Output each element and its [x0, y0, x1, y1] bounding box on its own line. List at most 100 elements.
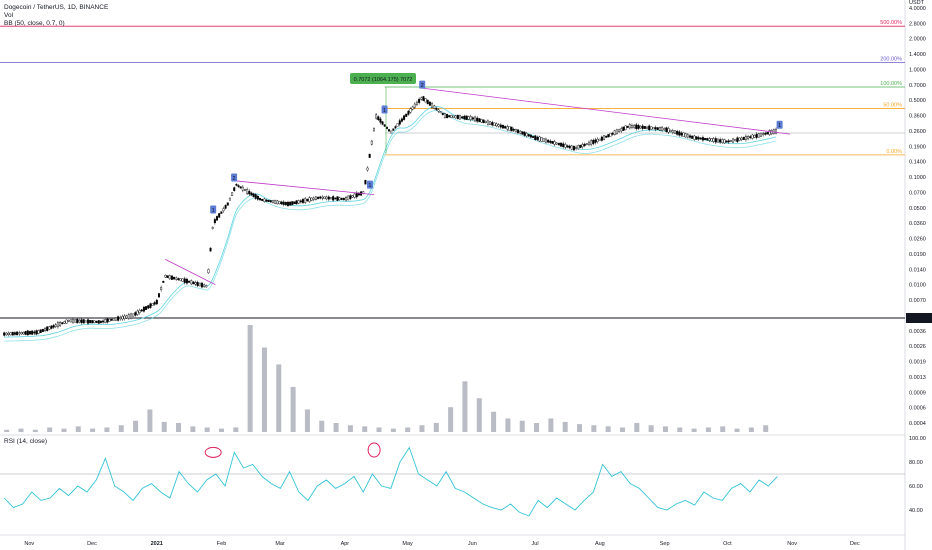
candle-body [370, 140, 373, 145]
candle-body [428, 101, 431, 106]
candle-body [598, 138, 601, 141]
candle-body [583, 143, 586, 146]
candle-body [474, 116, 477, 122]
candle-body [478, 118, 481, 123]
candle-body [437, 109, 440, 112]
candle-body [188, 280, 191, 283]
candle-body [407, 111, 410, 115]
volume-bar [677, 427, 683, 432]
candle-body [349, 195, 352, 199]
candle-body [458, 114, 461, 120]
candle-body [622, 126, 625, 131]
candle-body [7, 332, 10, 335]
candle-body [723, 139, 726, 144]
fib-level-label: 0.00% [886, 149, 902, 155]
candle-body [35, 330, 38, 335]
candle-body [555, 142, 558, 145]
candle-body [712, 138, 715, 142]
candle-body [24, 331, 27, 335]
candle-body [222, 208, 225, 212]
candle-body [93, 320, 96, 323]
volume-bar [763, 425, 769, 432]
candle-body [209, 247, 212, 252]
price-axis-tick: 0.0700 [909, 190, 926, 196]
candle-body [448, 115, 451, 118]
candle-body [26, 330, 29, 336]
candle-body [637, 125, 640, 129]
candle-body [190, 280, 193, 285]
candle-body [151, 303, 154, 306]
candle-body [553, 141, 556, 145]
candle-body [549, 140, 552, 143]
candle-body [166, 275, 169, 278]
trendline [236, 180, 375, 196]
candle-body [192, 281, 195, 285]
candle-body [295, 200, 298, 205]
candle-body [542, 138, 545, 142]
candle-body [471, 117, 474, 120]
candle-body [357, 193, 360, 196]
candle-body [31, 330, 34, 335]
candle-body [74, 319, 77, 323]
time-axis-tick: Feb [217, 541, 226, 547]
candle-body [259, 197, 262, 201]
candle-body [562, 143, 565, 148]
time-axis-tick: Oct [723, 541, 732, 547]
candle-body [420, 97, 423, 100]
candle-body [521, 131, 524, 135]
candle-body [564, 144, 567, 148]
candle-body [736, 137, 739, 142]
candle-body [716, 138, 719, 143]
candle-body [299, 200, 302, 203]
candle-body [469, 116, 472, 121]
candle-body [278, 201, 281, 205]
candle-body [590, 140, 593, 145]
volume-bar [405, 427, 411, 432]
candle-body [697, 137, 700, 140]
candle-body [740, 137, 743, 140]
candle-body [626, 125, 629, 128]
price-axis-tick: 0.0019 [909, 360, 926, 366]
candle-body [87, 319, 90, 324]
candle-body [44, 328, 47, 332]
wave-label-text: 1 [368, 183, 371, 189]
price-axis-currency: USDT [909, 0, 925, 6]
candle-body [228, 197, 231, 201]
candle-body [392, 128, 395, 131]
candle-body [138, 310, 141, 314]
candle-body [512, 128, 515, 131]
candle-body [527, 134, 530, 137]
candle-body [61, 322, 64, 325]
volume-bar [218, 428, 225, 432]
candle-body [596, 138, 599, 142]
price-axis-tick: 0.0006 [909, 406, 926, 412]
candle-body [682, 132, 685, 137]
candle-body [205, 285, 208, 288]
candle-body [121, 316, 124, 320]
candle-body [443, 113, 446, 118]
volume-bar [190, 426, 196, 432]
candle-body [501, 124, 504, 129]
candle-body [117, 316, 120, 321]
candle-body [557, 142, 560, 146]
candle-body [134, 312, 137, 316]
price-axis-tick: 0.0260 [909, 237, 926, 243]
rsi-legend: RSI (14, close) [4, 438, 47, 445]
candle-body [106, 318, 109, 323]
candle-body [695, 136, 698, 140]
symbol-legend: Dogecoin / TetherUS, 1D, BINANCE [4, 4, 109, 11]
time-axis-tick: 2021 [151, 541, 163, 547]
candle-body [366, 167, 369, 171]
candle-body [495, 123, 498, 127]
price-axis-tick: 0.0100 [909, 283, 926, 289]
candle-body [235, 183, 238, 186]
candle-body [310, 197, 313, 201]
candle-body [508, 126, 511, 131]
candle-body [321, 196, 324, 199]
candle-body [465, 115, 468, 120]
candle-body [727, 140, 730, 143]
candle-body [338, 197, 341, 200]
candle-body [759, 132, 762, 137]
candle-body [213, 219, 216, 224]
